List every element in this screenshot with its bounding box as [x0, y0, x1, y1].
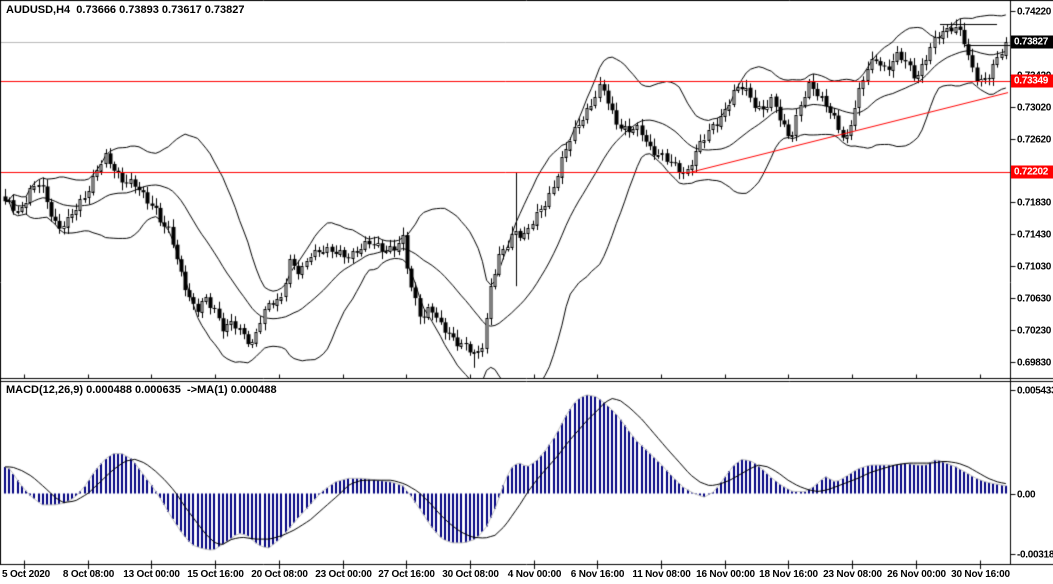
time-tick-label: 23 Oct 00:00: [315, 569, 372, 580]
chart-title: AUDUSD,H4 0.73666 0.73893 0.73617 0.7382…: [6, 4, 245, 16]
price-tick-label: 0.71430: [1017, 229, 1052, 240]
time-tick-label: 20 Oct 08:00: [251, 569, 308, 580]
time-tick-label: 16 Nov 00:00: [696, 569, 755, 580]
price-tick-label: 0.74220: [1017, 6, 1052, 17]
time-tick-label: 4 Nov 00:00: [507, 569, 562, 580]
price-tick-label: 0.70630: [1017, 293, 1052, 304]
level-price-badge-1: 0.73349: [1011, 74, 1053, 88]
level-price-badge-2: 0.72202: [1011, 165, 1053, 179]
macd-indicator-label: MACD(12,26,9) 0.000488 0.000635 ->MA(1) …: [6, 384, 277, 396]
time-tick-label: 27 Oct 16:00: [378, 569, 435, 580]
time-tick-label: 30 Oct 08:00: [442, 569, 499, 580]
price-tick-label: 0.71030: [1017, 261, 1052, 272]
price-tick-label: 0.72620: [1017, 134, 1052, 145]
time-tick-label: 11 Nov 08:00: [632, 569, 691, 580]
price-tick-label: 0.70230: [1017, 325, 1052, 336]
time-tick-label: 30 Nov 16:00: [951, 569, 1010, 580]
price-tick-label: 0.69830: [1017, 357, 1052, 368]
macd-tick-label: 0.00: [1017, 489, 1036, 500]
current-price-badge: 0.73827: [1011, 35, 1053, 49]
macd-tick-label: 0.005433: [1017, 385, 1053, 396]
time-tick-label: 26 Nov 00:00: [887, 569, 946, 580]
time-tick-label: 23 Nov 08:00: [823, 569, 882, 580]
time-tick-label: 8 Oct 08:00: [62, 569, 115, 580]
price-tick-label: 0.73020: [1017, 102, 1052, 113]
time-tick-label: 6 Nov 16:00: [570, 569, 625, 580]
price-tick-label: 0.71830: [1017, 197, 1052, 208]
time-tick-label: 18 Nov 16:00: [759, 569, 818, 580]
time-tick-label: 5 Oct 2020: [2, 569, 51, 580]
macd-tick-label: -0.003181: [1017, 549, 1053, 560]
time-tick-label: 15 Oct 16:00: [187, 569, 244, 580]
time-tick-label: 13 Oct 00:00: [123, 569, 180, 580]
